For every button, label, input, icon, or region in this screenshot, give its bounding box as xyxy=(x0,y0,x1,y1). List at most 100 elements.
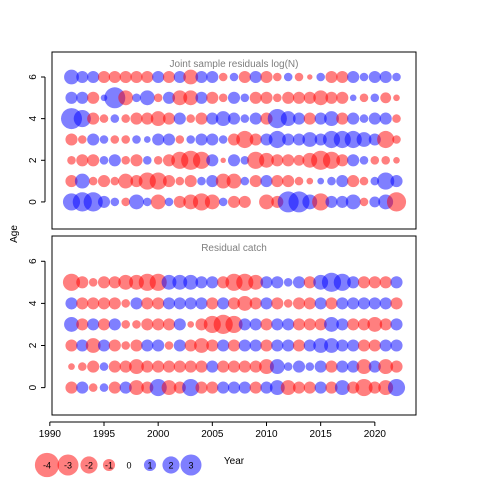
bubble-age1-2021 xyxy=(377,172,395,190)
legend-bubble xyxy=(57,454,79,476)
bubble-age2-1998 xyxy=(130,339,143,352)
bubble-age0-2009 xyxy=(249,381,262,394)
bubble-age2-2022 xyxy=(390,339,403,352)
bubble-age5-1994 xyxy=(87,91,100,104)
bubble-age5-1996 xyxy=(108,276,121,289)
bubble-age3-2022 xyxy=(390,318,403,331)
bubble-age4-2007 xyxy=(227,297,241,310)
bubble-age4-2014 xyxy=(303,297,316,310)
bubble-age2-1995 xyxy=(97,339,111,352)
bubble-age0-2019 xyxy=(359,197,369,207)
bubble-age0-2020 xyxy=(368,381,381,394)
bubble-age2-1995 xyxy=(99,156,109,165)
bubble-age1-2007 xyxy=(227,360,241,373)
bubble-age2-2009 xyxy=(249,339,262,352)
bubble-age4-1998 xyxy=(130,297,143,310)
bubble-age3-1996 xyxy=(108,318,121,331)
x-tick-label: 2020 xyxy=(364,429,387,440)
bubble-age2-2006 xyxy=(220,157,226,164)
bubble-age1-2018 xyxy=(347,175,360,188)
bubble-age5-1997 xyxy=(118,274,134,290)
bubble-age4-2000 xyxy=(152,297,165,310)
bubble-age0-2001 xyxy=(164,197,174,207)
bubble-age5-1995 xyxy=(97,276,111,289)
bubble-age2-2013 xyxy=(293,154,305,166)
bubble-age4-1994 xyxy=(87,112,100,125)
bubble-age0-2017 xyxy=(334,380,350,396)
bubble-age1-2003 xyxy=(184,175,197,188)
bubble-age5-2021 xyxy=(379,276,392,289)
bubble-age6-1996 xyxy=(108,70,121,84)
bubble-age3-2015 xyxy=(314,318,327,331)
panel-title-bottom: Residual catch xyxy=(201,243,267,254)
bubble-age2-2008 xyxy=(240,156,250,165)
bubble-age0-1994 xyxy=(88,383,98,392)
bubble-age4-1995 xyxy=(97,297,111,310)
bubble-age3-1993 xyxy=(76,318,89,331)
bubble-age5-2013 xyxy=(292,91,306,104)
bubble-age4-2008 xyxy=(240,114,250,123)
bubble-age0-1996 xyxy=(110,197,120,207)
bubble-age3-2005 xyxy=(206,133,219,146)
x-tick-label: 2000 xyxy=(147,429,170,440)
x-tick-label: 2005 xyxy=(201,429,224,440)
bubble-age3-2003 xyxy=(186,135,195,144)
bubble-age4-2016 xyxy=(325,297,338,310)
bubble-age3-2013 xyxy=(292,133,306,146)
bubble-age2-2010 xyxy=(259,152,274,168)
bubble-age3-2008 xyxy=(236,130,254,149)
bubble-age6-2010 xyxy=(260,70,273,84)
bubble-age1-2010 xyxy=(260,175,273,188)
bubble-age5-2018 xyxy=(349,94,357,102)
legend-bubble xyxy=(180,454,202,476)
bubble-age2-2007 xyxy=(227,154,241,167)
bubble-age2-1997 xyxy=(121,341,130,350)
bubble-age1-2022 xyxy=(390,360,403,373)
bubble-age5-2011 xyxy=(271,276,284,289)
bubble-age3-2019 xyxy=(357,318,371,331)
bubble-age2-2008 xyxy=(238,339,251,352)
bubble-age5-2009 xyxy=(249,91,262,104)
bubble-age3-2013 xyxy=(292,318,306,331)
bubble-age0-2003 xyxy=(182,379,200,397)
bubble-age1-1994 xyxy=(87,360,100,373)
bubble-age0-1992 xyxy=(65,381,78,394)
bubble-age0-1994 xyxy=(83,192,103,212)
bubble-age4-2009 xyxy=(249,112,262,125)
bubble-age5-2000 xyxy=(153,93,163,103)
bubble-age2-1999 xyxy=(143,156,152,165)
bubble-age6-2015 xyxy=(316,72,325,82)
bubble-age0-2007 xyxy=(227,195,241,208)
bubble-age6-2019 xyxy=(359,72,369,82)
bubble-age0-2015 xyxy=(312,193,330,211)
bubble-age4-1994 xyxy=(87,297,100,310)
bubble-age3-2009 xyxy=(249,133,262,146)
bubble-age2-2018 xyxy=(347,339,360,352)
bubble-age0-2006 xyxy=(217,381,230,394)
y-tick-label: 4 xyxy=(28,115,39,121)
bubble-age3-2009 xyxy=(249,318,262,331)
bubble-age5-2011 xyxy=(273,93,282,103)
bubble-age5-2001 xyxy=(161,274,177,290)
bubble-age0-2018 xyxy=(345,194,361,210)
bubble-age0-2015 xyxy=(314,381,327,394)
bubble-age3-2017 xyxy=(336,318,349,331)
bubble-age2-2013 xyxy=(292,339,306,352)
x-tick-label: 2010 xyxy=(255,429,278,440)
bubble-age0-1995 xyxy=(99,383,109,392)
bubble-age6-2008 xyxy=(238,70,251,84)
bubble-age6-2007 xyxy=(229,72,239,82)
bubble-age1-2006 xyxy=(217,360,230,373)
bubble-age2-2017 xyxy=(336,154,349,167)
legend-label: -4 xyxy=(43,461,51,471)
bubble-age3-2002 xyxy=(175,135,185,144)
bubble-age5-2010 xyxy=(260,276,273,289)
bubble-age2-2003 xyxy=(184,339,197,352)
bubble-age4-2003 xyxy=(184,297,197,310)
bubble-age1-2017 xyxy=(336,175,349,188)
bubble-age4-2011 xyxy=(271,297,284,310)
bubble-age0-1993 xyxy=(76,381,89,394)
bubble-age3-1995 xyxy=(97,318,111,331)
bubble-age4-2014 xyxy=(303,112,316,125)
